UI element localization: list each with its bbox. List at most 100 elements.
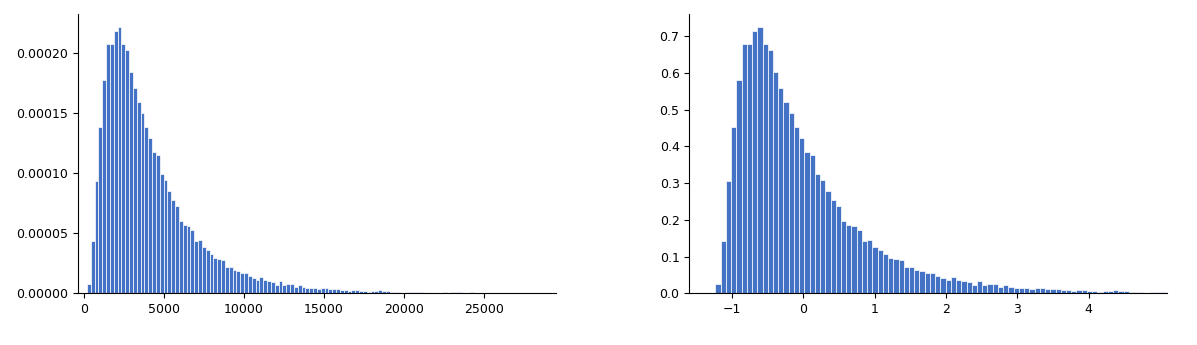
Bar xyxy=(129,72,133,293)
Bar xyxy=(857,230,862,293)
Bar xyxy=(820,180,825,293)
Bar xyxy=(171,200,175,293)
Bar xyxy=(941,278,946,293)
Bar xyxy=(378,290,382,293)
Bar xyxy=(1113,290,1118,293)
Bar xyxy=(382,291,385,293)
Bar xyxy=(213,258,217,293)
Bar xyxy=(825,191,831,293)
Bar xyxy=(107,44,110,293)
Bar xyxy=(919,271,925,293)
Bar xyxy=(394,292,397,293)
Bar xyxy=(915,270,919,293)
Bar xyxy=(409,292,413,293)
Bar xyxy=(356,290,359,293)
Bar xyxy=(206,250,209,293)
Bar xyxy=(1149,292,1155,293)
Bar xyxy=(293,287,298,293)
Bar xyxy=(336,289,340,293)
Bar xyxy=(935,276,941,293)
Bar xyxy=(321,288,324,293)
Bar xyxy=(1092,290,1098,293)
Bar xyxy=(371,290,375,293)
Bar xyxy=(988,284,992,293)
Bar xyxy=(145,127,148,293)
Bar xyxy=(375,291,378,293)
Bar xyxy=(98,127,102,293)
Bar xyxy=(815,175,820,293)
Bar xyxy=(352,290,356,293)
Bar xyxy=(1029,289,1034,293)
Bar xyxy=(998,287,1003,293)
Bar xyxy=(390,292,394,293)
Bar xyxy=(950,277,956,293)
Bar xyxy=(333,289,336,293)
Bar xyxy=(1014,287,1019,293)
Bar xyxy=(893,259,899,293)
Bar xyxy=(187,226,190,293)
Bar xyxy=(762,44,767,293)
Bar xyxy=(95,181,98,293)
Bar xyxy=(841,221,846,293)
Bar xyxy=(236,271,241,293)
Bar xyxy=(117,27,121,293)
Bar xyxy=(1067,290,1071,293)
Bar xyxy=(209,254,213,293)
Bar xyxy=(1076,290,1082,293)
Bar xyxy=(198,240,202,293)
Bar xyxy=(417,292,420,293)
Bar xyxy=(121,44,126,293)
Bar xyxy=(385,290,390,293)
Bar xyxy=(1102,290,1107,293)
Bar xyxy=(366,292,371,293)
Bar xyxy=(1008,287,1014,293)
Bar xyxy=(290,284,293,293)
Bar xyxy=(178,221,183,293)
Bar xyxy=(183,225,187,293)
Bar xyxy=(1025,288,1029,293)
Bar xyxy=(767,50,773,293)
Bar xyxy=(286,284,290,293)
Bar xyxy=(800,138,804,293)
Bar xyxy=(405,292,409,293)
Bar xyxy=(721,241,725,293)
Bar xyxy=(451,292,455,293)
Bar xyxy=(1118,291,1124,293)
Bar xyxy=(148,138,152,293)
Bar xyxy=(1082,290,1087,293)
Bar xyxy=(794,127,800,293)
Bar xyxy=(298,285,302,293)
Bar xyxy=(888,258,893,293)
Bar xyxy=(977,281,983,293)
Bar xyxy=(347,291,352,293)
Bar xyxy=(168,191,171,293)
Bar xyxy=(909,267,915,293)
Bar xyxy=(1134,292,1140,293)
Bar xyxy=(851,226,857,293)
Bar xyxy=(420,292,424,293)
Bar xyxy=(470,292,474,293)
Bar xyxy=(317,289,321,293)
Bar xyxy=(1040,287,1045,293)
Bar xyxy=(363,290,366,293)
Bar xyxy=(232,270,236,293)
Bar xyxy=(217,259,221,293)
Bar xyxy=(152,152,156,293)
Bar xyxy=(455,292,458,293)
Bar xyxy=(1124,290,1129,293)
Bar xyxy=(1087,291,1092,293)
Bar xyxy=(956,280,961,293)
Bar xyxy=(747,44,752,293)
Bar xyxy=(133,88,136,293)
Bar xyxy=(836,206,841,293)
Bar xyxy=(359,291,363,293)
Bar xyxy=(202,247,206,293)
Bar xyxy=(873,247,877,293)
Bar xyxy=(102,80,107,293)
Bar xyxy=(244,273,248,293)
Bar xyxy=(274,285,279,293)
Bar xyxy=(225,267,229,293)
Bar xyxy=(302,287,305,293)
Bar xyxy=(260,277,263,293)
Bar xyxy=(126,50,129,293)
